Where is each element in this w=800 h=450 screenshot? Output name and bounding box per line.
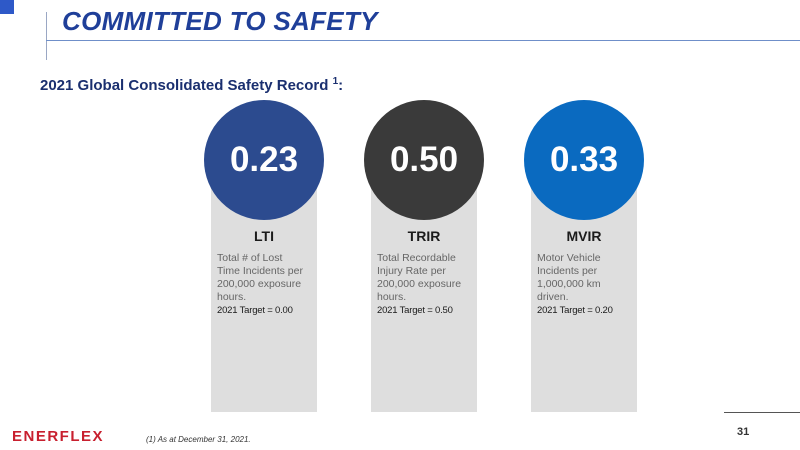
footnote: (1) As at December 31, 2021. xyxy=(146,435,251,444)
lti-value: 0.23 xyxy=(229,140,299,179)
mvir-value: 0.33 xyxy=(549,140,619,179)
page-number: 31 xyxy=(737,426,750,438)
trir-description: Total Recordable Injury Rate per 200,000… xyxy=(377,252,473,304)
trir-value-circle: 0.50 xyxy=(364,100,484,220)
subtitle-footnote-ref: 1 xyxy=(332,76,339,87)
lti-abbr: LTI xyxy=(254,228,274,244)
desc-line: Time Incidents per xyxy=(217,265,303,277)
mvir-value-circle: 0.33 xyxy=(524,100,644,220)
desc-line: Total # of Lost xyxy=(217,252,283,264)
trir-card: 0.50 TRIR Total Recordable Injury Rate p… xyxy=(364,100,484,412)
trir-abbr: TRIR xyxy=(407,228,441,244)
desc-line: driven. xyxy=(537,291,569,303)
mvir-description: Motor Vehicle Incidents per 1,000,000 km… xyxy=(537,252,633,304)
desc-line: Incidents per xyxy=(537,265,598,277)
desc-line: 1,000,000 km xyxy=(537,278,601,290)
lti-card: 0.23 LTI Total # of Lost Time Incidents … xyxy=(204,100,324,412)
mvir-abbr: MVIR xyxy=(566,228,602,244)
title-divider-vertical xyxy=(46,12,47,60)
desc-line: 200,000 exposure xyxy=(377,278,462,290)
desc-line: hours. xyxy=(217,291,247,303)
title-divider-horizontal xyxy=(46,40,800,41)
section-subtitle: 2021 Global Consolidated Safety Record 1… xyxy=(40,76,343,94)
footer-divider xyxy=(724,412,800,413)
mvir-target: 2021 Target = 0.20 xyxy=(537,305,613,316)
desc-line: hours. xyxy=(377,291,407,303)
desc-line: Total Recordable xyxy=(377,252,456,264)
desc-line: Injury Rate per xyxy=(377,265,446,277)
mvir-card: 0.33 MVIR Motor Vehicle Incidents per 1,… xyxy=(524,100,644,412)
subtitle-suffix: : xyxy=(338,77,344,94)
lti-target: 2021 Target = 0.00 xyxy=(217,305,293,316)
slide-title: COMMITTED TO SAFETY xyxy=(62,6,378,36)
trir-value: 0.50 xyxy=(389,140,459,179)
corner-accent xyxy=(0,0,14,14)
subtitle-text: 2021 Global Consolidated Safety Record xyxy=(40,77,329,94)
desc-line: Motor Vehicle xyxy=(537,252,601,264)
company-logo: ENERFLEX xyxy=(12,428,105,445)
lti-value-circle: 0.23 xyxy=(204,100,324,220)
desc-line: 200,000 exposure xyxy=(217,278,302,290)
trir-target: 2021 Target = 0.50 xyxy=(377,305,453,316)
lti-description: Total # of Lost Time Incidents per 200,0… xyxy=(217,252,313,304)
